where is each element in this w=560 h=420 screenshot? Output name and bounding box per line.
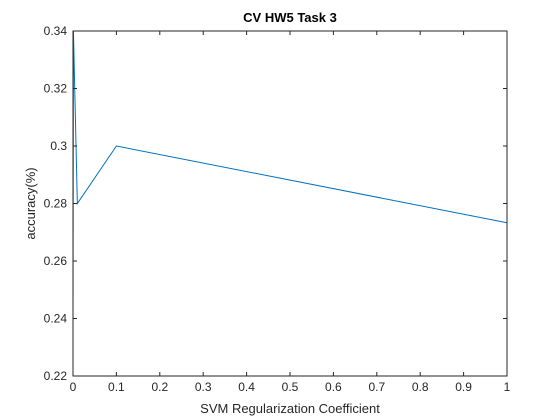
y-tick-label: 0.34: [44, 24, 68, 38]
x-tick-label: 0.3: [195, 380, 212, 394]
x-axis: 0 0.1 0.2 0.3 0.4 0.5 0.6 0.7 0.8 0.9 1: [70, 31, 511, 394]
x-tick-label: 0.6: [325, 380, 342, 394]
y-tick-label: 0.22: [44, 369, 68, 383]
x-tick-label: 0.9: [455, 380, 472, 394]
x-tick-label: 0: [70, 380, 77, 394]
x-tick-label: 0.8: [412, 380, 429, 394]
y-axis-label: accuracy(%): [23, 167, 38, 239]
x-axis-label: SVM Regularization Coefficient: [200, 401, 380, 416]
y-axis: 0.22 0.24 0.26 0.28 0.3 0.32 0.34: [44, 24, 507, 383]
chart-title: CV HW5 Task 3: [243, 10, 337, 25]
y-tick-label: 0.26: [44, 254, 68, 268]
x-tick-label: 0.2: [151, 380, 168, 394]
y-tick-label: 0.28: [44, 197, 68, 211]
plot-area: [73, 31, 507, 376]
y-tick-label: 0.24: [44, 312, 68, 326]
x-tick-label: 1: [504, 380, 511, 394]
x-tick-label: 0.5: [282, 380, 299, 394]
x-tick-label: 0.1: [108, 380, 125, 394]
x-tick-label: 0.4: [238, 380, 255, 394]
y-tick-label: 0.3: [50, 139, 67, 153]
x-tick-label: 0.7: [368, 380, 385, 394]
y-tick-label: 0.32: [44, 82, 68, 96]
